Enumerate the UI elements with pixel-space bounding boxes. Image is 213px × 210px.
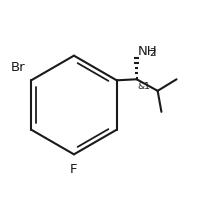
Text: NH: NH — [138, 45, 157, 58]
Text: &1: &1 — [137, 82, 150, 91]
Text: Br: Br — [10, 61, 25, 74]
Text: F: F — [70, 163, 78, 176]
Text: 2: 2 — [149, 49, 155, 58]
